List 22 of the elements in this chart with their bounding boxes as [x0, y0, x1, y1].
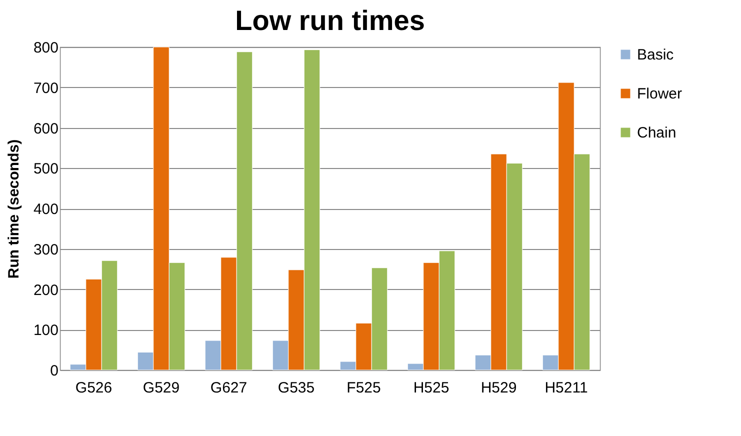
x-tick-label: H525	[413, 380, 450, 396]
legend-label: Chain	[637, 124, 676, 142]
y-tick-label: 500	[33, 160, 58, 178]
legend-label: Flower	[637, 86, 682, 102]
y-tick-label: 200	[33, 282, 58, 299]
y-tick-label: 100	[33, 322, 58, 340]
y-axis-title: Run time (seconds)	[5, 139, 22, 279]
x-tick-label: H5211	[544, 380, 588, 396]
x-tick-label: G535	[278, 380, 315, 396]
y-tick-label: 700	[33, 80, 58, 97]
x-tick-label: F525	[346, 380, 381, 396]
y-tick-label: 300	[33, 241, 58, 258]
chart-title: Low run times	[235, 5, 425, 36]
x-tick-label: G627	[210, 380, 248, 396]
y-tick-label: 800	[33, 40, 58, 56]
legend-label: Basic	[637, 46, 674, 64]
x-tick-label: H529	[480, 380, 517, 396]
x-tick-label: G529	[142, 380, 180, 396]
x-tick-label: G526	[75, 380, 112, 396]
y-tick-label: 0	[50, 362, 58, 380]
y-tick-label: 600	[33, 120, 58, 138]
y-tick-label: 400	[33, 201, 58, 218]
